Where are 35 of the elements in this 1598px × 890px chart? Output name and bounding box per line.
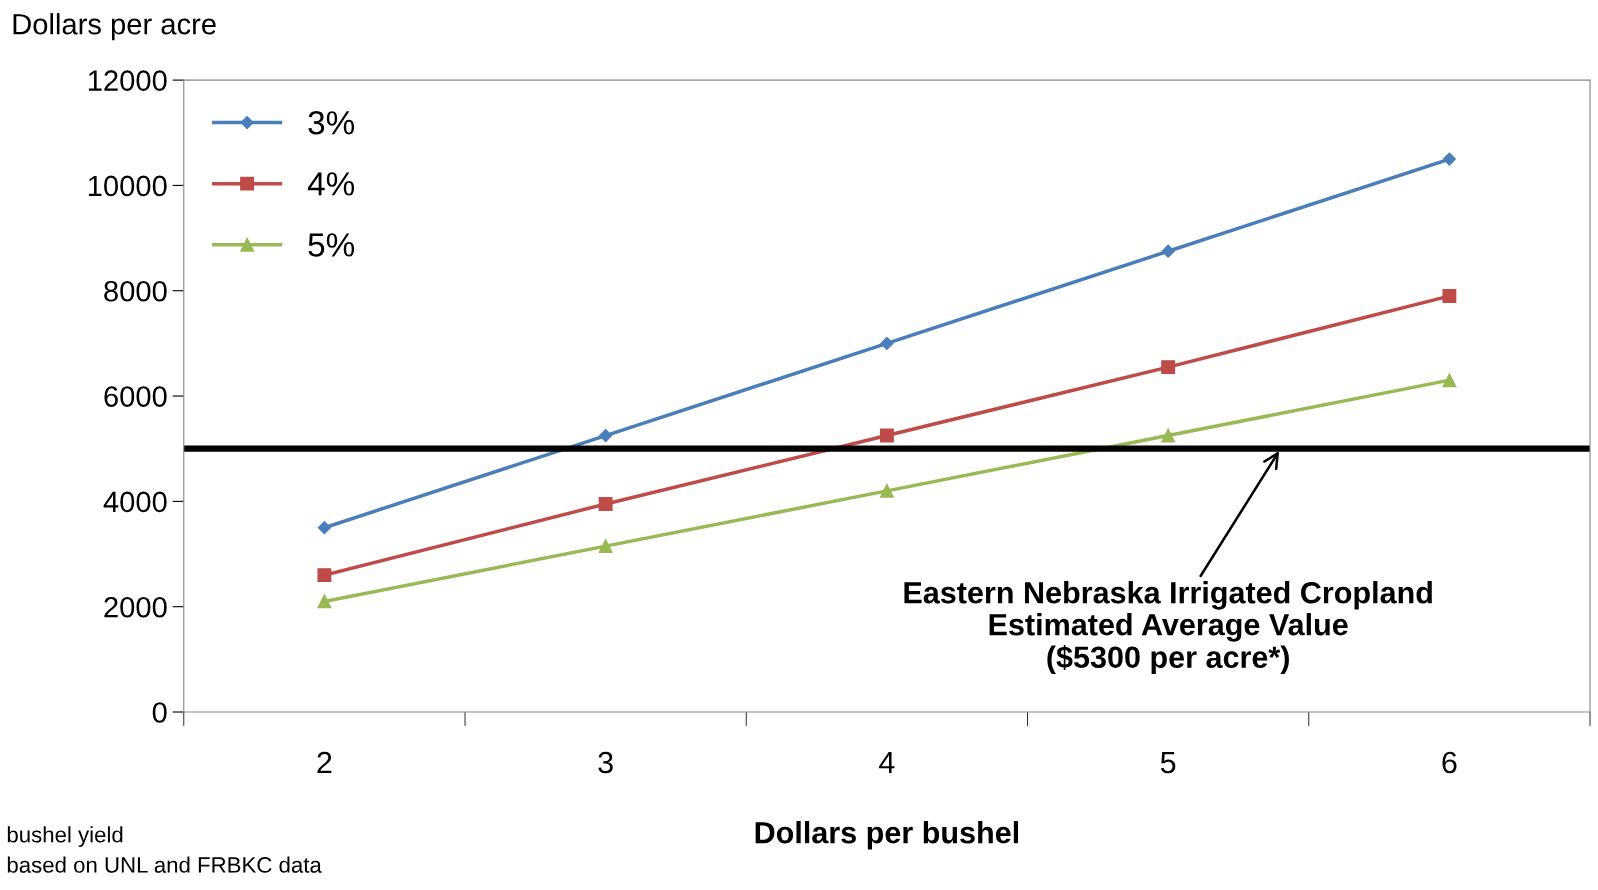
x-tick-label: 3 — [598, 751, 613, 774]
point — [1161, 244, 1175, 258]
legend-label: 3% — [308, 110, 355, 135]
x-tick-label: 5 — [1160, 752, 1176, 774]
x-tick-label: 6 — [1442, 751, 1457, 774]
text: based on UNL and FRBKC data — [7, 856, 322, 873]
y-tick-label: 0 — [152, 702, 167, 723]
y-tick-label: 8000 — [104, 280, 167, 302]
y-axis-title: Dollars per acre — [13, 13, 216, 41]
x-tick-label: 4 — [879, 752, 895, 774]
point — [1442, 152, 1456, 166]
y-tick-label: 2000 — [104, 596, 167, 618]
point — [879, 428, 894, 443]
point — [317, 594, 332, 609]
point — [598, 539, 613, 554]
point — [879, 483, 894, 498]
point — [598, 497, 613, 511]
text: bushel yield — [7, 826, 123, 847]
y-tick-label: 12000 — [88, 70, 167, 91]
point — [317, 521, 331, 535]
point — [1161, 428, 1176, 443]
point — [317, 568, 332, 583]
y-tick-label: 6000 — [104, 386, 167, 407]
legend-label: 5% — [308, 233, 355, 257]
point — [1161, 360, 1176, 375]
point — [1442, 289, 1457, 303]
ref-line-label: Eastern Nebraska Irrigated Cropland Estimated Average Value ($5300 per acre*) — [904, 581, 1432, 675]
point — [599, 428, 613, 443]
x-tick-label: 2 — [317, 751, 332, 774]
y-tick-label: 10000 — [88, 175, 167, 197]
point — [1442, 373, 1457, 388]
y-tick-label: 4000 — [103, 491, 167, 513]
point — [880, 336, 894, 350]
x-axis-title: Dollars per bushel — [755, 821, 1019, 850]
legend-label: 4% — [307, 172, 355, 196]
